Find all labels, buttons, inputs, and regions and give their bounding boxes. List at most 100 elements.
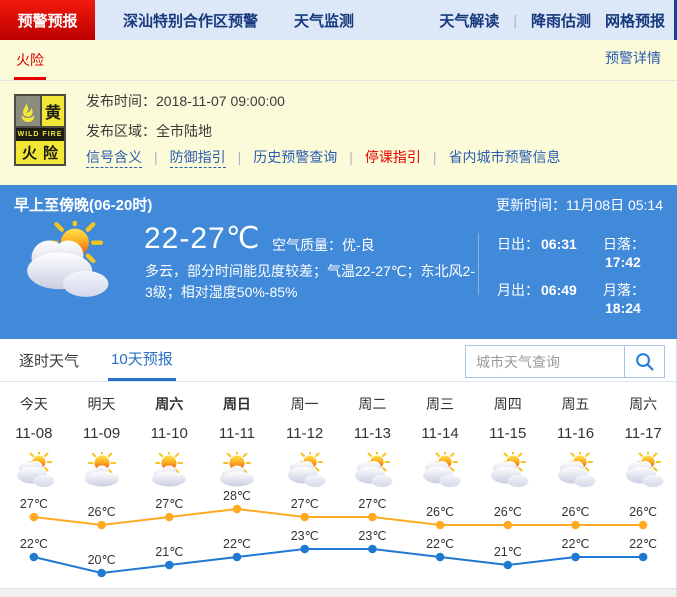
temperature-range: 22-27℃ <box>144 222 261 255</box>
day-date: 11-15 <box>489 425 527 442</box>
forecast-day-11-14[interactable]: 周三 11-14 <box>406 382 474 489</box>
link-separator: | <box>154 149 158 165</box>
warning-link-0[interactable]: 信号含义 <box>86 149 142 168</box>
day-name: 周二 <box>358 396 387 412</box>
svg-text:23℃: 23℃ <box>291 529 319 543</box>
day-date: 11-11 <box>218 425 256 442</box>
weather-icon-partly-sunny <box>135 451 203 489</box>
sun-moon-item-3: 月落：18:24 <box>603 282 645 316</box>
warning-info: 发布时间：2018-11-07 09:00:00 发布区域：全市陆地 <box>86 91 285 151</box>
svg-text:22℃: 22℃ <box>562 537 590 551</box>
svg-text:27℃: 27℃ <box>155 497 183 511</box>
day-date: 11-12 <box>286 425 324 442</box>
svg-text:28℃: 28℃ <box>223 490 251 503</box>
svg-text:20℃: 20℃ <box>88 553 116 567</box>
forecast-day-11-09[interactable]: 明天 11-09 <box>68 382 136 489</box>
current-weather-panel: 早上至傍晚(06-20时) 更新时间：11月08日 05:14 22-27℃ 空… <box>0 185 677 339</box>
city-search-box <box>465 345 665 378</box>
tab-fire-risk[interactable]: 火险 <box>14 40 46 80</box>
update-time: 更新时间：11月08日 05:14 <box>496 195 663 215</box>
warning-type-cn: 火险 <box>22 145 65 162</box>
svg-text:22℃: 22℃ <box>20 537 48 551</box>
day-name: 周三 <box>426 396 455 412</box>
day-date: 11-08 <box>15 425 53 442</box>
warning-detail-link[interactable]: 预警详情 <box>605 50 661 66</box>
forecast-day-11-16[interactable]: 周五 11-16 <box>542 382 610 489</box>
day-name: 周六 <box>155 396 184 412</box>
air-quality-value: 优-良 <box>342 237 375 253</box>
publish-time-value: 2018-11-07 09:00:00 <box>156 93 285 109</box>
air-quality-label: 空气质量： <box>272 237 342 253</box>
weather-icon-partly-sunny <box>203 451 271 489</box>
day-name: 周日 <box>222 396 251 412</box>
nav-right-link-2[interactable]: 网格预报 <box>604 12 665 30</box>
svg-text:22℃: 22℃ <box>426 537 454 551</box>
air-quality: 空气质量：优-良 <box>272 235 375 255</box>
nav-tab-1[interactable]: 天气监测 <box>294 12 355 30</box>
svg-text:26℃: 26℃ <box>426 505 454 519</box>
warning-links: 信号含义 | 防御指引 | 历史预警查询 | 停课指引 | 省内城市预警信息 <box>86 147 561 168</box>
fire-icon-top-row: 黄 <box>16 96 64 128</box>
warning-link-4[interactable]: 省内城市预警信息 <box>448 149 561 165</box>
temperature-chart: 27℃ 26℃ 27℃ 28℃ 27℃ 27℃ 26℃ 26℃ 26℃ 26℃ 22℃ 20℃ 21℃ 2… <box>0 490 677 588</box>
warning-tab-row: 火险 预警详情 <box>0 40 677 81</box>
forecast-day-11-11[interactable]: 周日 11-11 <box>203 382 271 489</box>
forecast-day-11-08[interactable]: 今天 11-08 <box>0 382 68 489</box>
link-separator: | <box>432 149 437 165</box>
search-input[interactable] <box>466 346 624 377</box>
forecast-day-11-15[interactable]: 周四 11-15 <box>474 382 542 489</box>
svg-text:27℃: 27℃ <box>291 497 319 511</box>
day-date: 11-10 <box>150 425 188 442</box>
nav-right-link-0[interactable]: 天气解读 <box>439 12 500 30</box>
svg-text:26℃: 26℃ <box>494 505 522 519</box>
update-time-value: 11月08日 05:14 <box>565 197 663 213</box>
tab-hourly-weather[interactable]: 逐时天气 <box>19 352 80 370</box>
nav-separator: | <box>513 12 517 28</box>
sun-moon-item-2: 月出： 06:49 <box>497 282 577 298</box>
svg-text:27℃: 27℃ <box>358 497 386 511</box>
search-button[interactable] <box>624 346 664 377</box>
forecast-days: 今天 11-08 明天 11-09 周六 11-10 周日 11-11 <box>0 382 677 489</box>
publish-area-line: 发布区域：全市陆地 <box>86 121 285 141</box>
warning-body: 黄 WILD FIRE 火险 发布时间：2018-11-07 09:00:00 … <box>0 81 677 185</box>
nav-tab-warning-forecast[interactable]: 预警预报 <box>0 0 95 40</box>
warning-link-3[interactable]: 停课指引 <box>364 149 421 165</box>
forecast-day-11-13[interactable]: 周二 11-13 <box>338 382 406 489</box>
tab-ten-day-forecast[interactable]: 10天预报 <box>108 339 176 381</box>
weather-icon-partly-sunny <box>68 451 136 489</box>
weather-icon-cloudy <box>0 451 68 489</box>
warning-link-1[interactable]: 防御指引 <box>169 149 226 168</box>
weather-icon-cloudy <box>474 451 542 489</box>
temp-chart-svg: 27℃ 26℃ 27℃ 28℃ 27℃ 27℃ 26℃ 26℃ 26℃ 26℃ 22℃ 20℃ 21℃ 2… <box>20 490 657 578</box>
svg-text:27℃: 27℃ <box>20 497 48 511</box>
panel-divider <box>478 233 479 295</box>
link-separator: | <box>237 149 242 165</box>
fire-warning-icon: 黄 WILD FIRE 火险 <box>14 94 66 166</box>
nav-right-link-1[interactable]: 降雨估测 <box>530 12 591 30</box>
publish-area-label: 发布区域： <box>86 123 156 139</box>
forecast-period: 早上至傍晚(06-20时) <box>14 197 153 214</box>
sun-moon-item-1: 日落：17:42 <box>603 236 645 270</box>
svg-text:22℃: 22℃ <box>629 537 657 551</box>
forecast-day-11-12[interactable]: 周一 11-12 <box>271 382 339 489</box>
day-name: 周六 <box>629 396 658 412</box>
search-icon <box>636 353 654 371</box>
forecast-day-11-17[interactable]: 周六 11-17 <box>609 382 677 489</box>
day-name: 周一 <box>290 396 319 412</box>
weather-icon-cloudy <box>406 451 474 489</box>
svg-text:22℃: 22℃ <box>223 537 251 551</box>
nav-tab-0[interactable]: 深汕特别合作区预警 <box>123 12 259 30</box>
forecast-tab-row: 逐时天气 10天预报 <box>0 339 677 382</box>
day-name: 周五 <box>561 396 590 412</box>
weather-description: 多云，部分时间能见度较差；气温22-27℃；东北风2-3级；相对湿度50%-85… <box>145 263 475 300</box>
svg-text:21℃: 21℃ <box>155 545 183 559</box>
day-date: 11-14 <box>421 425 459 442</box>
day-date: 11-09 <box>82 425 121 442</box>
forecast-day-11-10[interactable]: 周六 11-10 <box>135 382 203 489</box>
warning-link-2[interactable]: 历史预警查询 <box>253 149 338 165</box>
day-date: 11-13 <box>353 425 391 442</box>
warning-type-en: WILD FIRE <box>16 128 64 141</box>
day-name: 今天 <box>19 396 48 412</box>
svg-text:26℃: 26℃ <box>88 505 116 519</box>
